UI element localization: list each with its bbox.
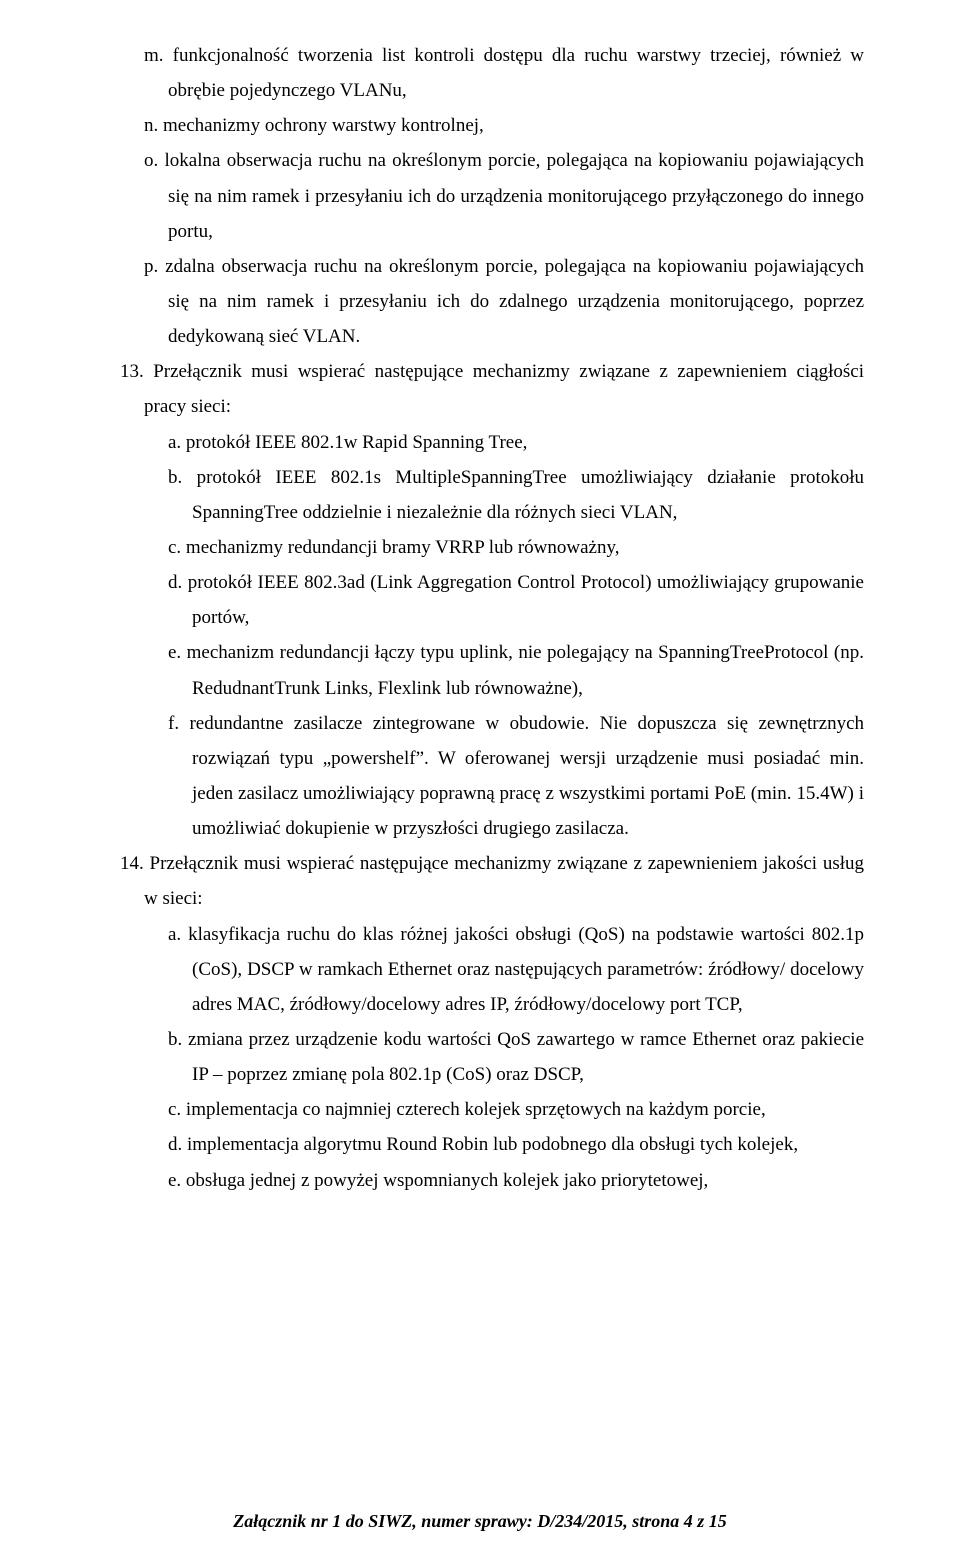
list-item-13a: a. protokół IEEE 802.1w Rapid Spanning T…	[120, 425, 864, 460]
list-item-13c: c. mechanizmy redundancji bramy VRRP lub…	[120, 530, 864, 565]
list-item-p: p. zdalna obserwacja ruchu na określonym…	[120, 249, 864, 354]
list-item-14: 14. Przełącznik musi wspierać następując…	[120, 846, 864, 916]
list-item-13b: b. protokół IEEE 802.1s MultipleSpanning…	[120, 460, 864, 530]
list-item-13e: e. mechanizm redundancji łączy typu upli…	[120, 635, 864, 705]
list-item-n: n. mechanizmy ochrony warstwy kontrolnej…	[120, 108, 864, 143]
list-item-14d: d. implementacja algorytmu Round Robin l…	[120, 1127, 864, 1162]
list-item-13f: f. redundantne zasilacze zintegrowane w …	[120, 706, 864, 847]
list-item-14b: b. zmiana przez urządzenie kodu wartości…	[120, 1022, 864, 1092]
page-footer: Załącznik nr 1 do SIWZ, numer sprawy: D/…	[0, 1511, 960, 1532]
list-item-14e: e. obsługa jednej z powyżej wspomnianych…	[120, 1163, 864, 1198]
list-item-m: m. funkcjonalność tworzenia list kontrol…	[120, 38, 864, 108]
list-item-14c: c. implementacja co najmniej czterech ko…	[120, 1092, 864, 1127]
list-item-14a: a. klasyfikacja ruchu do klas różnej jak…	[120, 917, 864, 1022]
document-page: m. funkcjonalność tworzenia list kontrol…	[0, 0, 960, 1554]
list-item-13: 13. Przełącznik musi wspierać następując…	[120, 354, 864, 424]
list-item-13d: d. protokół IEEE 802.3ad (Link Aggregati…	[120, 565, 864, 635]
list-item-o: o. lokalna obserwacja ruchu na określony…	[120, 143, 864, 248]
